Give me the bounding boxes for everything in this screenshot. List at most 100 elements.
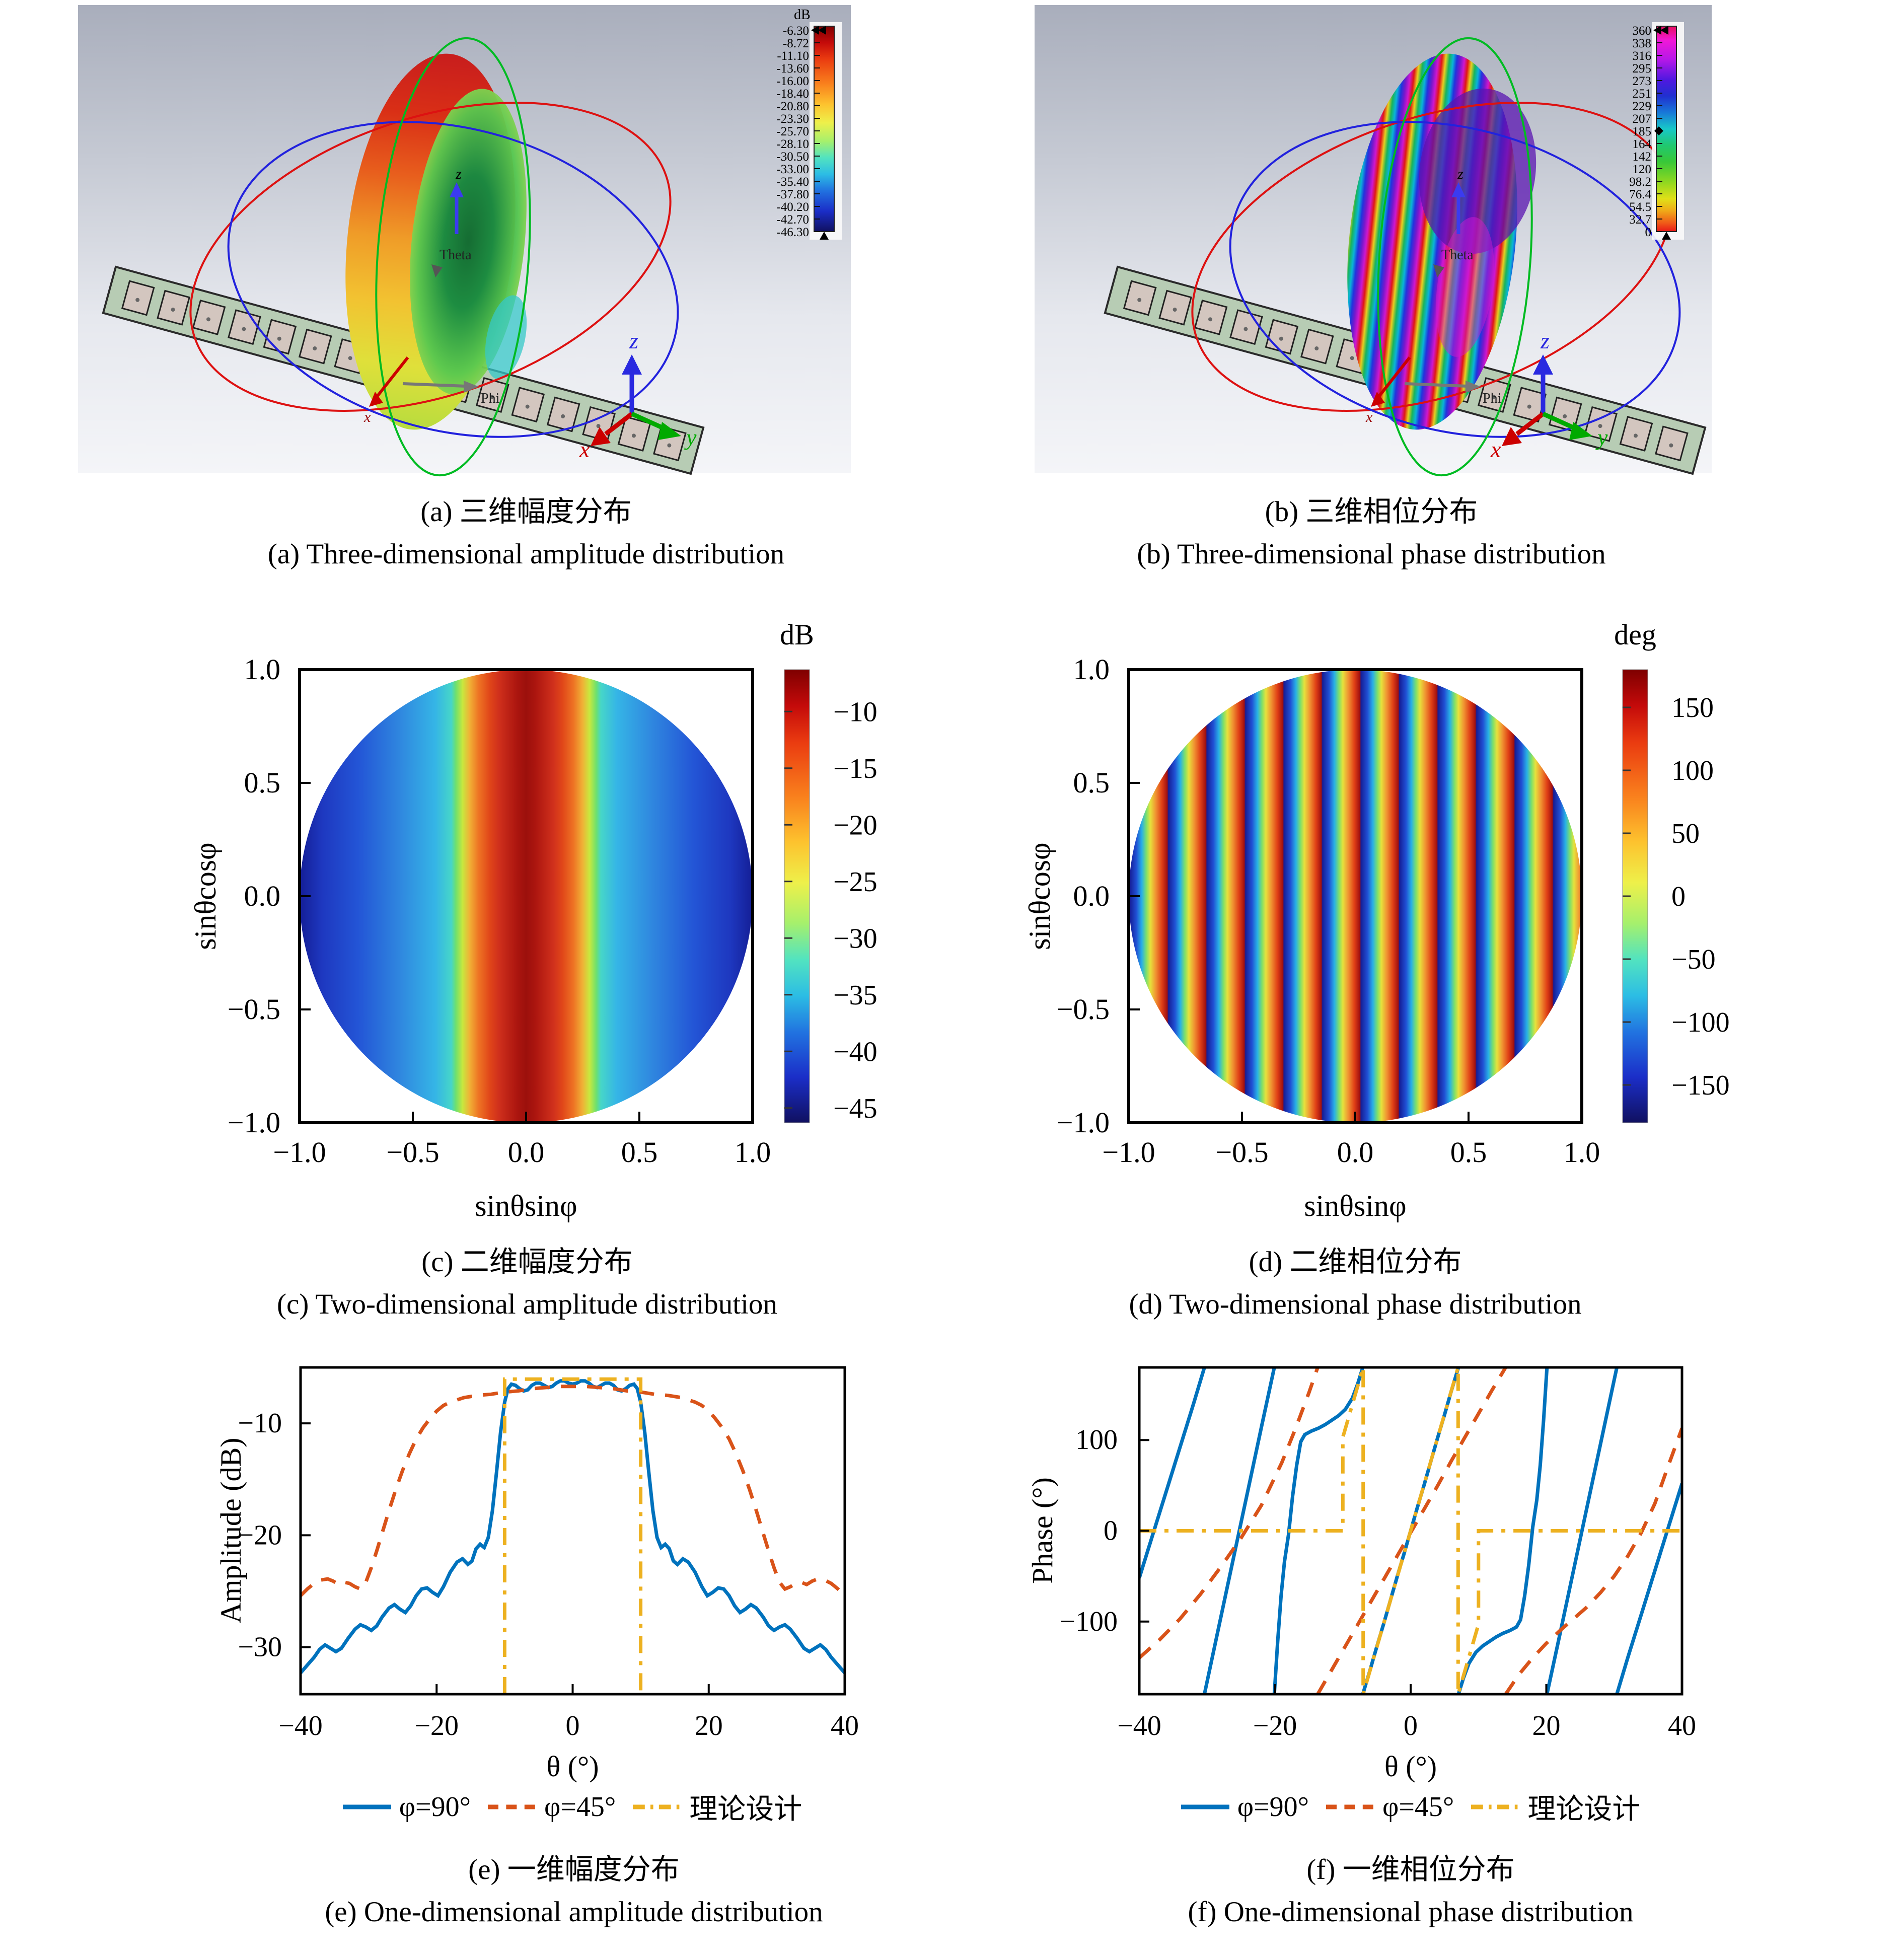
triad-y-label: y bbox=[684, 424, 697, 450]
triad-x-arrow bbox=[1515, 412, 1545, 436]
caption-a-en: (a) Three-dimensional amplitude distribu… bbox=[267, 538, 785, 570]
colorbar-tick-label: −10 bbox=[833, 696, 877, 728]
curve-phi90 bbox=[1456, 1367, 1549, 1694]
colorbar-3d-label: 316 bbox=[1633, 49, 1652, 63]
legend-swatch bbox=[1326, 1804, 1374, 1809]
triad-y-arrow bbox=[631, 411, 664, 430]
y-tick-label: −1.0 bbox=[1057, 1106, 1110, 1139]
colorbar-3d-label: 54.5 bbox=[1629, 200, 1651, 214]
x-tick-label: 20 bbox=[1532, 1710, 1561, 1741]
z-axis-label: z bbox=[455, 166, 462, 182]
colorbar-3d-label: -37.80 bbox=[776, 188, 809, 201]
x-axis-label: θ (°) bbox=[546, 1750, 599, 1783]
caption-e: (e) 一维幅度分布 (e) One-dimensional amplitude… bbox=[171, 1849, 977, 1933]
x-axis-label-small: x bbox=[363, 409, 371, 425]
heatmap-phase-2d: −1.0 −0.5 0.0 0.5 1.0 1.0 0.5 0.0 −0.5 −1.0 sinθsi… bbox=[1023, 618, 1730, 1222]
elevation-ring-green bbox=[375, 37, 531, 477]
curve-theory bbox=[502, 1377, 643, 1694]
curve-theory bbox=[1139, 1367, 1682, 1694]
x-tick-label: 20 bbox=[695, 1710, 723, 1741]
colorbar bbox=[784, 669, 810, 1123]
y-tick-label: −30 bbox=[238, 1632, 282, 1663]
caption-f-en: (f) One-dimensional phase distribution bbox=[1188, 1896, 1634, 1928]
colorbar-tick-label: −20 bbox=[833, 810, 877, 841]
curve-phi45 bbox=[1504, 1427, 1682, 1694]
x-axis-arrow bbox=[1376, 356, 1411, 399]
caption-d-zh: (d) 二维相位分布 bbox=[1249, 1246, 1462, 1278]
legend-phase-1d: φ=90° φ=45° 理论设计 bbox=[1058, 1786, 1763, 1827]
colorbar-3d-label: 164 bbox=[1633, 137, 1652, 151]
colorbar-3d-title: dB bbox=[794, 7, 811, 23]
y-tick-label: −0.5 bbox=[228, 993, 280, 1026]
x-tick-label: 0.5 bbox=[621, 1136, 658, 1169]
y-axis-label: sinθcosφ bbox=[189, 842, 222, 950]
legend-item-phi90: φ=90° bbox=[1181, 1791, 1309, 1823]
triad-y-label: y bbox=[1595, 424, 1608, 450]
curve-phi90 bbox=[1545, 1367, 1619, 1694]
colorbar-3d-label: -20.80 bbox=[776, 100, 809, 113]
patch-element bbox=[1619, 416, 1653, 452]
y-tick-label: 1.0 bbox=[1073, 653, 1110, 686]
colorbar-tick-label: −40 bbox=[833, 1036, 877, 1067]
colorbar-3d-label: 98.2 bbox=[1629, 175, 1651, 189]
y-tick-label: 0.5 bbox=[244, 766, 281, 799]
colorbar-title: dB bbox=[780, 618, 814, 651]
curve-phi90 bbox=[1615, 1483, 1682, 1694]
colorbar-3d-label: 229 bbox=[1633, 100, 1652, 113]
colorbar-tick-label: −45 bbox=[833, 1093, 877, 1124]
caption-e-zh: (e) 一维幅度分布 bbox=[468, 1854, 680, 1885]
y-axis-label: Phase (°) bbox=[1026, 1477, 1059, 1584]
pattern-cyan-lobe bbox=[485, 295, 527, 380]
colorbar-3d-label: -25.70 bbox=[776, 125, 809, 138]
colorbar-3d-label: 32.7 bbox=[1629, 213, 1651, 227]
curve-phi90 bbox=[1272, 1367, 1365, 1694]
y-tick-label: −1.0 bbox=[228, 1106, 280, 1139]
heatmap-circle bbox=[300, 670, 753, 1123]
legend-swatch bbox=[1181, 1804, 1229, 1809]
legend-label: φ=90° bbox=[399, 1791, 471, 1823]
y-tick-label: 1.0 bbox=[244, 653, 281, 686]
patch-element bbox=[121, 280, 155, 316]
curve-phi45 bbox=[301, 1385, 845, 1597]
colorbar-mid-marker bbox=[1654, 126, 1663, 135]
colorbar-3d-label: -11.10 bbox=[777, 49, 809, 63]
colorbar-tick-label: −150 bbox=[1671, 1070, 1730, 1101]
y-axis-label: sinθcosφ bbox=[1023, 842, 1056, 950]
legend-swatch bbox=[488, 1804, 536, 1809]
legend-swatch bbox=[342, 1804, 391, 1809]
x-tick-label: 40 bbox=[831, 1710, 859, 1741]
x-tick-label: 0 bbox=[1404, 1710, 1418, 1741]
colorbar-tick-label: 100 bbox=[1671, 755, 1714, 786]
axis-triad: z x y bbox=[579, 328, 697, 462]
colorbar-3d-label: 251 bbox=[1633, 87, 1652, 101]
colorbar-tick-label: 150 bbox=[1671, 692, 1714, 723]
x-tick-label: −0.5 bbox=[386, 1136, 439, 1169]
caption-c-zh: (c) 二维幅度分布 bbox=[421, 1246, 633, 1278]
z-axis-label: z bbox=[1457, 166, 1463, 182]
caption-d: (d) 二维相位分布 (d) Two-dimensional phase dis… bbox=[953, 1241, 1758, 1326]
x-axis-label: sinθsinφ bbox=[475, 1189, 577, 1222]
x-tick-label: −1.0 bbox=[273, 1136, 326, 1169]
patch-element bbox=[1300, 328, 1334, 365]
legend-label: 理论设计 bbox=[689, 1794, 802, 1825]
triad-x-label: x bbox=[579, 437, 590, 462]
colorbar-3d-label: -30.50 bbox=[776, 150, 809, 164]
heatmap-circle bbox=[1129, 670, 1582, 1123]
colorbar-3d-label: -23.30 bbox=[776, 112, 809, 126]
triad-y-arrow bbox=[1542, 411, 1575, 430]
colorbar-3d-label: 338 bbox=[1633, 37, 1652, 50]
x-tick-label: −20 bbox=[414, 1710, 459, 1741]
legend-swatch bbox=[633, 1804, 682, 1809]
caption-f: (f) 一维相位分布 (f) One-dimensional phase dis… bbox=[1008, 1849, 1813, 1933]
legend-item-phi90: φ=90° bbox=[342, 1791, 471, 1823]
legend-item-theory: 理论设计 bbox=[1471, 1786, 1640, 1827]
legend-label: φ=45° bbox=[544, 1791, 616, 1823]
colorbar-3d-label: 273 bbox=[1633, 75, 1652, 88]
plot-area bbox=[301, 1367, 845, 1694]
panel-3d-amplitude: z Theta Phi x z x y dB-6.30-8.72-11.10-13.60-16… bbox=[78, 5, 851, 477]
y-tick-label: 0.0 bbox=[1073, 880, 1110, 912]
y-tick-label: −10 bbox=[238, 1408, 282, 1439]
colorbar-3d bbox=[814, 26, 835, 232]
colorbar-tick-label: −50 bbox=[1671, 944, 1716, 975]
